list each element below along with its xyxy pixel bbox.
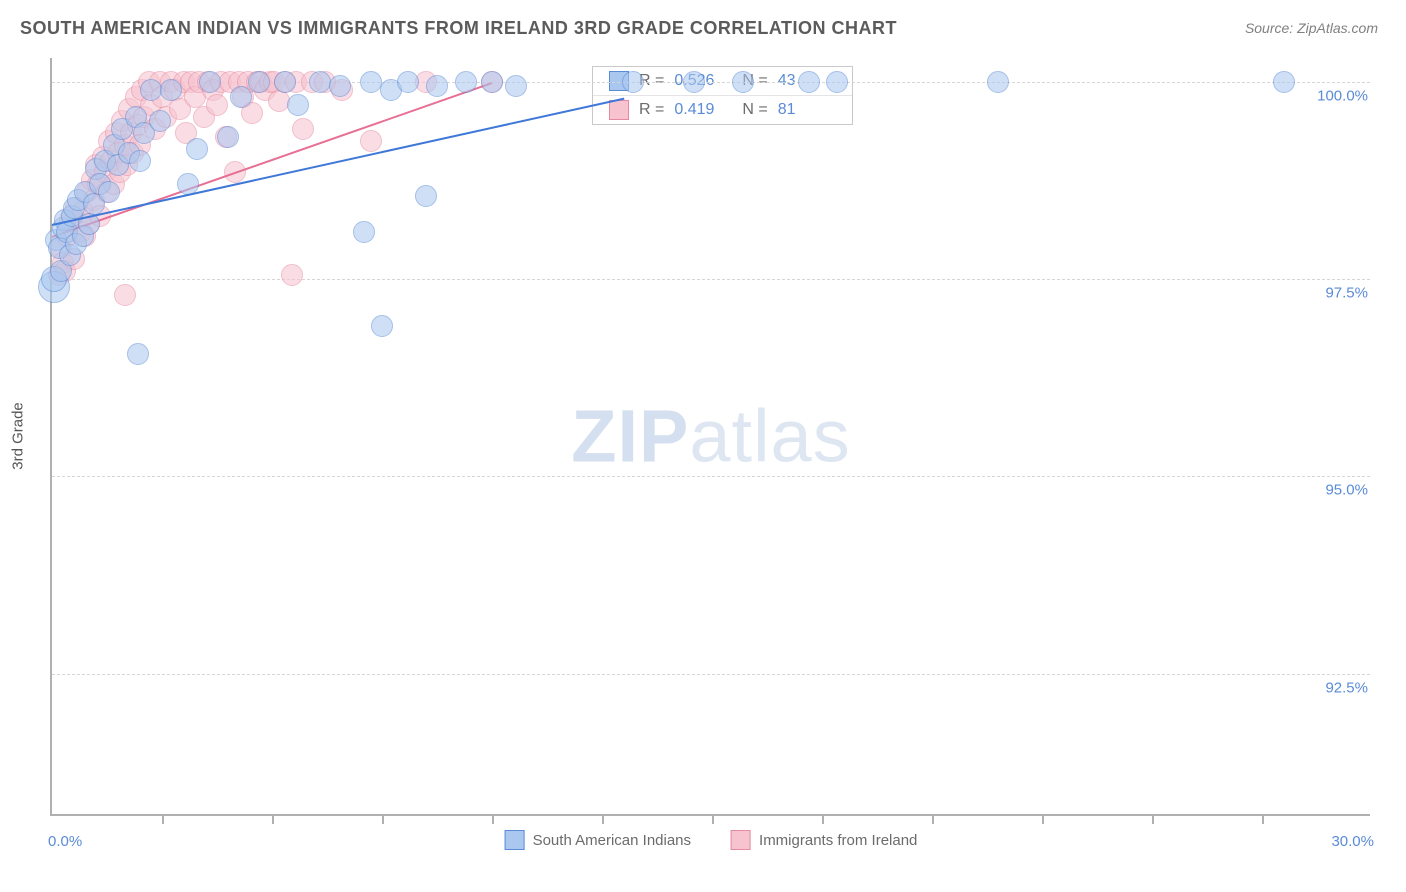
legend-swatch-pink bbox=[609, 100, 629, 120]
legend-item-blue: South American Indians bbox=[505, 830, 691, 850]
legend-label-pink: Immigrants from Ireland bbox=[759, 832, 917, 849]
data-point bbox=[114, 284, 136, 306]
data-point bbox=[206, 94, 228, 116]
legend-item-pink: Immigrants from Ireland bbox=[731, 830, 917, 850]
data-point bbox=[397, 71, 419, 93]
data-point bbox=[360, 130, 382, 152]
legend-label-blue: South American Indians bbox=[533, 832, 691, 849]
data-point bbox=[281, 264, 303, 286]
data-point bbox=[415, 185, 437, 207]
gridline bbox=[52, 674, 1370, 675]
data-point bbox=[199, 71, 221, 93]
data-point bbox=[149, 110, 171, 132]
data-point bbox=[360, 71, 382, 93]
gridline bbox=[52, 476, 1370, 477]
x-tick bbox=[382, 814, 384, 824]
data-point bbox=[230, 86, 252, 108]
y-axis-title: 3rd Grade bbox=[10, 402, 27, 470]
data-point bbox=[987, 71, 1009, 93]
x-axis-label-right: 30.0% bbox=[1331, 833, 1374, 850]
x-tick bbox=[162, 814, 164, 824]
watermark-zip: ZIP bbox=[571, 395, 689, 478]
data-point bbox=[329, 75, 351, 97]
x-tick bbox=[1152, 814, 1154, 824]
chart-title: SOUTH AMERICAN INDIAN VS IMMIGRANTS FROM… bbox=[20, 18, 897, 39]
y-tick-label: 97.5% bbox=[1321, 285, 1372, 302]
data-point bbox=[309, 71, 331, 93]
data-point bbox=[129, 150, 151, 172]
data-point bbox=[248, 71, 270, 93]
x-axis-label-left: 0.0% bbox=[48, 833, 82, 850]
data-point bbox=[798, 71, 820, 93]
data-point bbox=[140, 79, 162, 101]
x-tick bbox=[1042, 814, 1044, 824]
legend-n-label: N = bbox=[742, 101, 767, 119]
watermark-atlas: atlas bbox=[689, 395, 850, 478]
series-legend: South American Indians Immigrants from I… bbox=[505, 830, 918, 850]
data-point bbox=[287, 94, 309, 116]
x-tick bbox=[602, 814, 604, 824]
legend-r-value-pink: 0.419 bbox=[674, 101, 732, 119]
data-point bbox=[455, 71, 477, 93]
gridline bbox=[52, 279, 1370, 280]
source-attribution: Source: ZipAtlas.com bbox=[1245, 20, 1378, 36]
legend-r-label: R = bbox=[639, 101, 664, 119]
data-point bbox=[683, 71, 705, 93]
data-point bbox=[1273, 71, 1295, 93]
data-point bbox=[353, 221, 375, 243]
plot-area: ZIPatlas 3rd Grade 0.0% 30.0% R = 0.526 … bbox=[50, 58, 1370, 816]
data-point bbox=[160, 79, 182, 101]
data-point bbox=[826, 71, 848, 93]
legend-swatch-blue bbox=[505, 830, 525, 850]
data-point bbox=[274, 71, 296, 93]
data-point bbox=[505, 75, 527, 97]
legend-row-pink: R = 0.419 N = 81 bbox=[593, 96, 852, 124]
source-prefix: Source: bbox=[1245, 20, 1297, 36]
x-tick bbox=[492, 814, 494, 824]
data-point bbox=[732, 71, 754, 93]
data-point bbox=[426, 75, 448, 97]
data-point bbox=[186, 138, 208, 160]
y-tick-label: 95.0% bbox=[1321, 482, 1372, 499]
x-tick bbox=[822, 814, 824, 824]
data-point bbox=[98, 181, 120, 203]
y-tick-label: 100.0% bbox=[1313, 87, 1372, 104]
x-tick bbox=[272, 814, 274, 824]
watermark: ZIPatlas bbox=[571, 394, 850, 479]
data-point bbox=[481, 71, 503, 93]
data-point bbox=[292, 118, 314, 140]
chart-root: SOUTH AMERICAN INDIAN VS IMMIGRANTS FROM… bbox=[0, 0, 1406, 892]
x-tick bbox=[712, 814, 714, 824]
legend-swatch-pink bbox=[731, 830, 751, 850]
data-point bbox=[622, 71, 644, 93]
x-tick bbox=[1262, 814, 1264, 824]
source-link[interactable]: ZipAtlas.com bbox=[1297, 20, 1378, 36]
data-point bbox=[217, 126, 239, 148]
data-point bbox=[268, 90, 290, 112]
data-point bbox=[127, 343, 149, 365]
data-point bbox=[371, 315, 393, 337]
y-tick-label: 92.5% bbox=[1321, 679, 1372, 696]
x-tick bbox=[932, 814, 934, 824]
legend-n-value-pink: 81 bbox=[778, 101, 836, 119]
